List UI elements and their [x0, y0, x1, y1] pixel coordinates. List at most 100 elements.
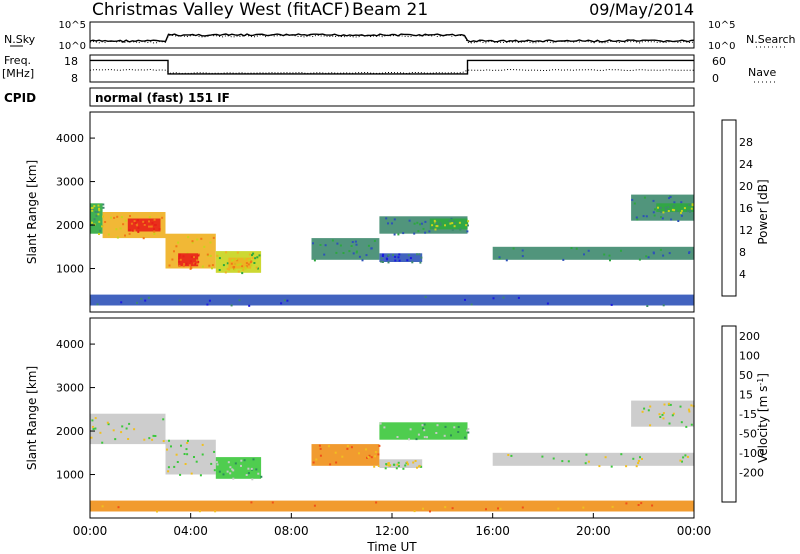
heatmap-speckle — [153, 232, 156, 235]
heatmap-speckle — [402, 232, 405, 235]
heatmap-speckle — [124, 234, 126, 237]
ytick-label: 3000 — [56, 382, 84, 395]
heatmap-speckle — [672, 412, 675, 415]
heatmap-speckle — [318, 444, 321, 447]
heatmap-speckle — [651, 504, 654, 507]
heatmap-speckle — [324, 244, 327, 247]
power-heatmap-cells — [90, 194, 695, 307]
heatmap-speckle — [640, 502, 643, 505]
heatmap-speckle — [200, 237, 203, 240]
nsearch-series — [89, 34, 695, 44]
station-title: Christmas Valley West (fitACF) — [92, 0, 350, 20]
colorbar-tick-label: -100 — [739, 447, 764, 460]
heatmap-speckle — [255, 266, 258, 269]
heatmap-speckle — [133, 229, 136, 232]
freq-tick-top: 18 — [64, 55, 78, 68]
heatmap-speckle — [633, 202, 636, 205]
heatmap-speckle — [93, 223, 96, 226]
heatmap-speckle — [280, 302, 283, 305]
heatmap-speckle — [230, 262, 233, 265]
heatmap-speckle — [396, 463, 399, 466]
heatmap-speckle — [255, 468, 258, 471]
heatmap-speckle — [206, 253, 209, 256]
nave-label: Nave — [748, 66, 776, 79]
heatmap-speckle — [351, 241, 354, 243]
heatmap-speckle — [635, 465, 638, 468]
heatmap-speckle — [451, 222, 454, 225]
heatmap-speckle — [134, 222, 137, 225]
heatmap-speckle — [436, 424, 439, 427]
heatmap-speckle — [319, 447, 322, 450]
heatmap-speckle — [464, 436, 466, 439]
heatmap-speckle — [152, 434, 155, 437]
heatmap-speckle — [93, 218, 96, 221]
heatmap-speckle — [370, 456, 373, 459]
heatmap-speckle — [206, 303, 209, 306]
heatmap-speckle — [224, 271, 227, 274]
heatmap-speckle — [418, 465, 420, 468]
heatmap-speckle — [662, 254, 665, 257]
xtick-label: 12:00 — [375, 524, 410, 538]
heatmap-speckle — [660, 216, 663, 219]
heatmap-speckle — [173, 465, 176, 468]
heatmap-speckle — [135, 223, 138, 226]
heatmap-speckle — [464, 298, 466, 301]
heatmap-speckle — [91, 206, 94, 209]
heatmap-speckle — [98, 220, 101, 223]
heatmap-speckle — [383, 426, 386, 429]
heatmap-region — [165, 439, 216, 475]
heatmap-speckle — [394, 255, 397, 258]
heatmap-speckle — [374, 455, 377, 458]
heatmap-speckle — [236, 263, 239, 266]
heatmap-speckle — [250, 501, 253, 504]
heatmap-speckle — [680, 214, 683, 217]
heatmap-speckle — [422, 227, 425, 230]
heatmap-speckle — [562, 258, 565, 261]
heatmap-speckle — [245, 265, 248, 268]
heatmap-speckle — [664, 206, 667, 209]
heatmap-speckle — [408, 438, 410, 441]
velocity-colorbar: 200 100 50 15 -15 -50 -100 -200 — [721, 325, 764, 503]
heatmap-speckle — [182, 255, 185, 258]
heatmap-speckle — [642, 215, 645, 218]
time-axis: 00:00 04:00 08:00 12:00 16:00 20:00 00:00 — [73, 513, 711, 538]
heatmap-speckle — [671, 208, 674, 211]
heatmap-speckle — [466, 429, 469, 432]
heatmap-speckle — [247, 472, 250, 475]
heatmap-speckle — [620, 453, 623, 456]
heatmap-speckle — [385, 217, 388, 220]
heatmap-speckle — [398, 259, 401, 262]
heatmap-speckle — [154, 435, 157, 437]
heatmap-speckle — [670, 218, 673, 221]
heatmap-speckle — [186, 453, 189, 456]
heatmap-speckle — [541, 455, 544, 458]
noise-right-tick-top: 10^5 — [708, 20, 735, 31]
heatmap-speckle — [675, 210, 678, 213]
ytick-label: 2000 — [56, 219, 84, 232]
heatmap-speckle — [668, 252, 671, 255]
heatmap-speckle — [130, 222, 133, 225]
heatmap-speckle — [392, 253, 394, 256]
colorbar-tick-label: 28 — [739, 136, 753, 149]
heatmap-speckle — [244, 267, 247, 270]
heatmap-speckle — [686, 455, 689, 458]
heatmap-speckle — [662, 417, 665, 420]
noise-left-label: N.Sky — [4, 33, 36, 46]
heatmap-speckle — [625, 465, 628, 468]
heatmap-speckle — [465, 224, 468, 227]
ytick-label: 1000 — [56, 263, 84, 276]
heatmap-speckle — [397, 464, 400, 467]
heatmap-speckle — [96, 303, 99, 306]
heatmap-speckle — [235, 258, 238, 261]
heatmap-speckle — [658, 413, 661, 416]
heatmap-speckle — [418, 253, 421, 256]
heatmap-speckle — [211, 267, 213, 270]
heatmap-speckle — [329, 463, 332, 466]
heatmap-speckle — [179, 258, 182, 261]
heatmap-speckle — [459, 228, 462, 230]
heatmap-speckle — [636, 218, 639, 221]
heatmap-speckle — [201, 265, 204, 268]
heatmap-speckle — [115, 228, 118, 231]
heatmap-speckle — [148, 437, 151, 440]
heatmap-speckle — [661, 413, 664, 416]
